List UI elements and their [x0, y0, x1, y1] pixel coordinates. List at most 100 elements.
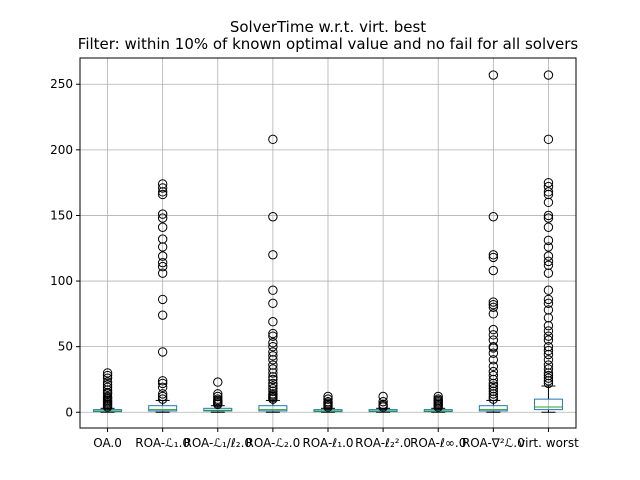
outlier-point: [543, 368, 554, 378]
outlier-point: [102, 382, 113, 393]
outlier-point: [323, 397, 333, 407]
outlier-point: [543, 305, 554, 315]
outlier-point: [488, 302, 499, 312]
outlier-point: [213, 394, 223, 404]
x-tick-label: ROA-ℓ₁.0: [302, 436, 353, 450]
outlier-point: [323, 394, 333, 404]
outlier-point: [543, 298, 554, 309]
outlier-point: [543, 181, 554, 192]
outlier-point: [268, 372, 278, 382]
boxes: [93, 70, 563, 413]
outlier-point: [157, 294, 168, 305]
x-tick-label: ROA-ℓ∞.0: [410, 436, 466, 450]
y-tick-label: 150: [50, 208, 73, 222]
x-tick-label: ROA-∇²ℒ.0: [462, 436, 525, 450]
outlier-point: [268, 386, 278, 396]
outlier-point: [543, 335, 554, 345]
outlier-point: [268, 360, 278, 370]
outlier-point: [157, 310, 168, 320]
outlier-point: [102, 387, 113, 398]
outlier-point: [268, 317, 278, 327]
outlier-point: [157, 209, 168, 219]
outlier-point: [488, 370, 499, 381]
outlier-point: [268, 134, 278, 145]
box-group: [478, 70, 508, 413]
outlier-point: [488, 330, 499, 340]
outlier-point: [543, 349, 554, 360]
outlier-point: [488, 252, 499, 263]
outlier-point: [543, 373, 554, 383]
outlier-point: [157, 251, 168, 261]
outlier-point: [268, 212, 278, 222]
outlier-point: [543, 355, 554, 365]
outlier-point: [378, 399, 388, 410]
outlier-point: [543, 260, 554, 271]
outlier-point: [102, 385, 113, 395]
outlier-point: [488, 366, 499, 377]
outlier-point: [488, 299, 499, 310]
outlier-point: [157, 376, 168, 386]
x-tick-label: ROA-ℒ₁/ℓ₂.0: [183, 436, 252, 450]
outlier-point: [268, 328, 278, 339]
outlier-point: [543, 326, 554, 336]
outlier-point: [488, 394, 499, 404]
outlier-point: [378, 391, 388, 402]
outlier-point: [543, 360, 554, 370]
outlier-point: [213, 391, 223, 402]
outlier-point: [268, 381, 278, 391]
outlier-point: [157, 257, 168, 268]
outlier-point: [157, 268, 168, 278]
outlier-point: [488, 309, 499, 319]
box-group: [533, 70, 563, 413]
outlier-point: [157, 187, 168, 197]
outlier-point: [543, 242, 554, 252]
outlier-point: [102, 377, 113, 387]
outlier-point: [488, 265, 499, 276]
outlier-point: [268, 341, 278, 352]
outlier-point: [543, 177, 554, 188]
outlier-point: [323, 391, 333, 402]
y-tick-label: 250: [50, 77, 73, 91]
outlier-point: [157, 189, 168, 200]
outlier-point: [543, 331, 554, 341]
outlier-point: [157, 179, 168, 189]
x-tick-label: OA.0: [93, 436, 122, 450]
outlier-point: [157, 389, 168, 399]
outlier-point: [543, 134, 554, 145]
outlier-point: [543, 189, 554, 200]
box-group: [148, 179, 178, 413]
outlier-point: [433, 391, 443, 402]
outlier-point: [268, 250, 278, 260]
outlier-point: [157, 394, 168, 404]
box-group: [368, 391, 398, 413]
outlier-point: [268, 378, 278, 389]
outlier-point: [157, 242, 168, 252]
iqr-box: [258, 405, 288, 412]
outlier-point: [488, 381, 499, 391]
box-group: [258, 134, 288, 413]
outlier-point: [488, 355, 499, 365]
outlier-point: [157, 222, 168, 232]
outlier-point: [268, 285, 278, 295]
outlier-point: [268, 338, 278, 348]
outlier-point: [488, 378, 499, 389]
outlier-point: [488, 341, 499, 352]
outlier-point: [543, 341, 554, 352]
box-group: [313, 391, 343, 413]
chart-subtitle: Filter: within 10% of known optimal valu…: [78, 35, 579, 53]
outlier-point: [268, 368, 278, 378]
y-tick-label: 0: [65, 405, 73, 419]
outlier-point: [543, 285, 554, 295]
outlier-point: [102, 368, 113, 378]
outlier-point: [157, 347, 168, 357]
outlier-point: [157, 382, 168, 393]
outlier-point: [102, 373, 113, 383]
y-tick-label: 50: [58, 340, 73, 354]
outlier-point: [157, 183, 168, 193]
outlier-point: [543, 376, 554, 386]
y-tick-label: 100: [50, 274, 73, 288]
outlier-point: [378, 397, 388, 407]
outlier-point: [488, 361, 499, 372]
outlier-point: [157, 234, 168, 244]
